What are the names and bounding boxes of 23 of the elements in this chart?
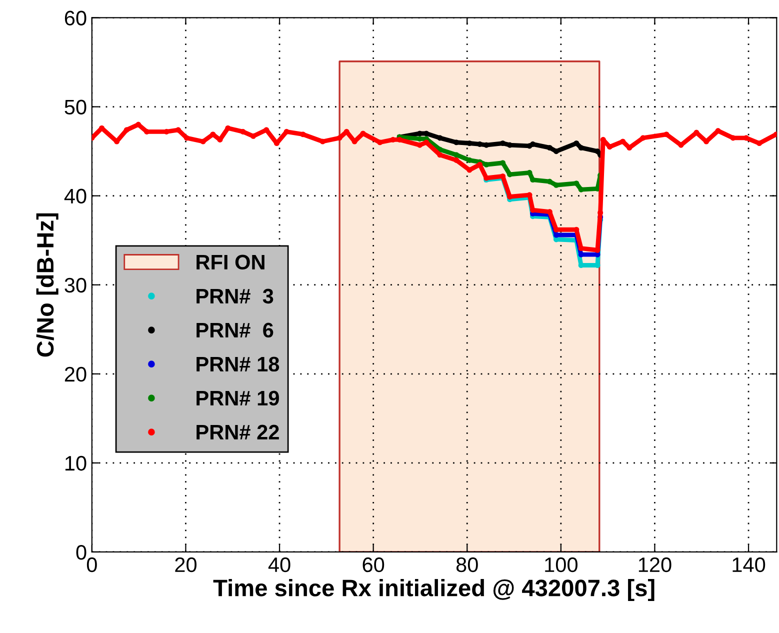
x-tick-label: 100 [545, 557, 578, 572]
x-tick-label: 120 [638, 557, 672, 572]
legend-label: PRN# 22 [196, 424, 279, 440]
legend-label: PRN# 6 [196, 322, 274, 338]
legend-label: PRN# 18 [196, 356, 280, 372]
x-tick-label: 0 [86, 557, 97, 572]
x-tick-label: 20 [175, 557, 196, 572]
x-tick-label: 80 [456, 557, 478, 572]
x-tick-label: 40 [268, 557, 290, 572]
y-tick-label: 10 [65, 456, 86, 471]
legend-label: PRN# 3 [196, 288, 274, 304]
y-tick-label: 20 [64, 366, 86, 382]
y-tick-label: 60 [64, 10, 86, 26]
y-tick-label: 30 [64, 278, 86, 293]
x-tick-label: 60 [362, 557, 384, 572]
x-axis-title: Time since Rx initialized @ 432007.3 [s] [213, 579, 654, 602]
legend-label: RFI ON [196, 254, 264, 270]
y-tick-label: 50 [64, 100, 86, 115]
legend-label: PRN# 19 [196, 390, 279, 406]
y-tick-label: 40 [64, 188, 86, 204]
x-tick-label: 140 [732, 557, 766, 572]
y-axis-title: C/No [dB-Hz] [36, 213, 58, 357]
y-tick-label: 0 [76, 544, 86, 560]
